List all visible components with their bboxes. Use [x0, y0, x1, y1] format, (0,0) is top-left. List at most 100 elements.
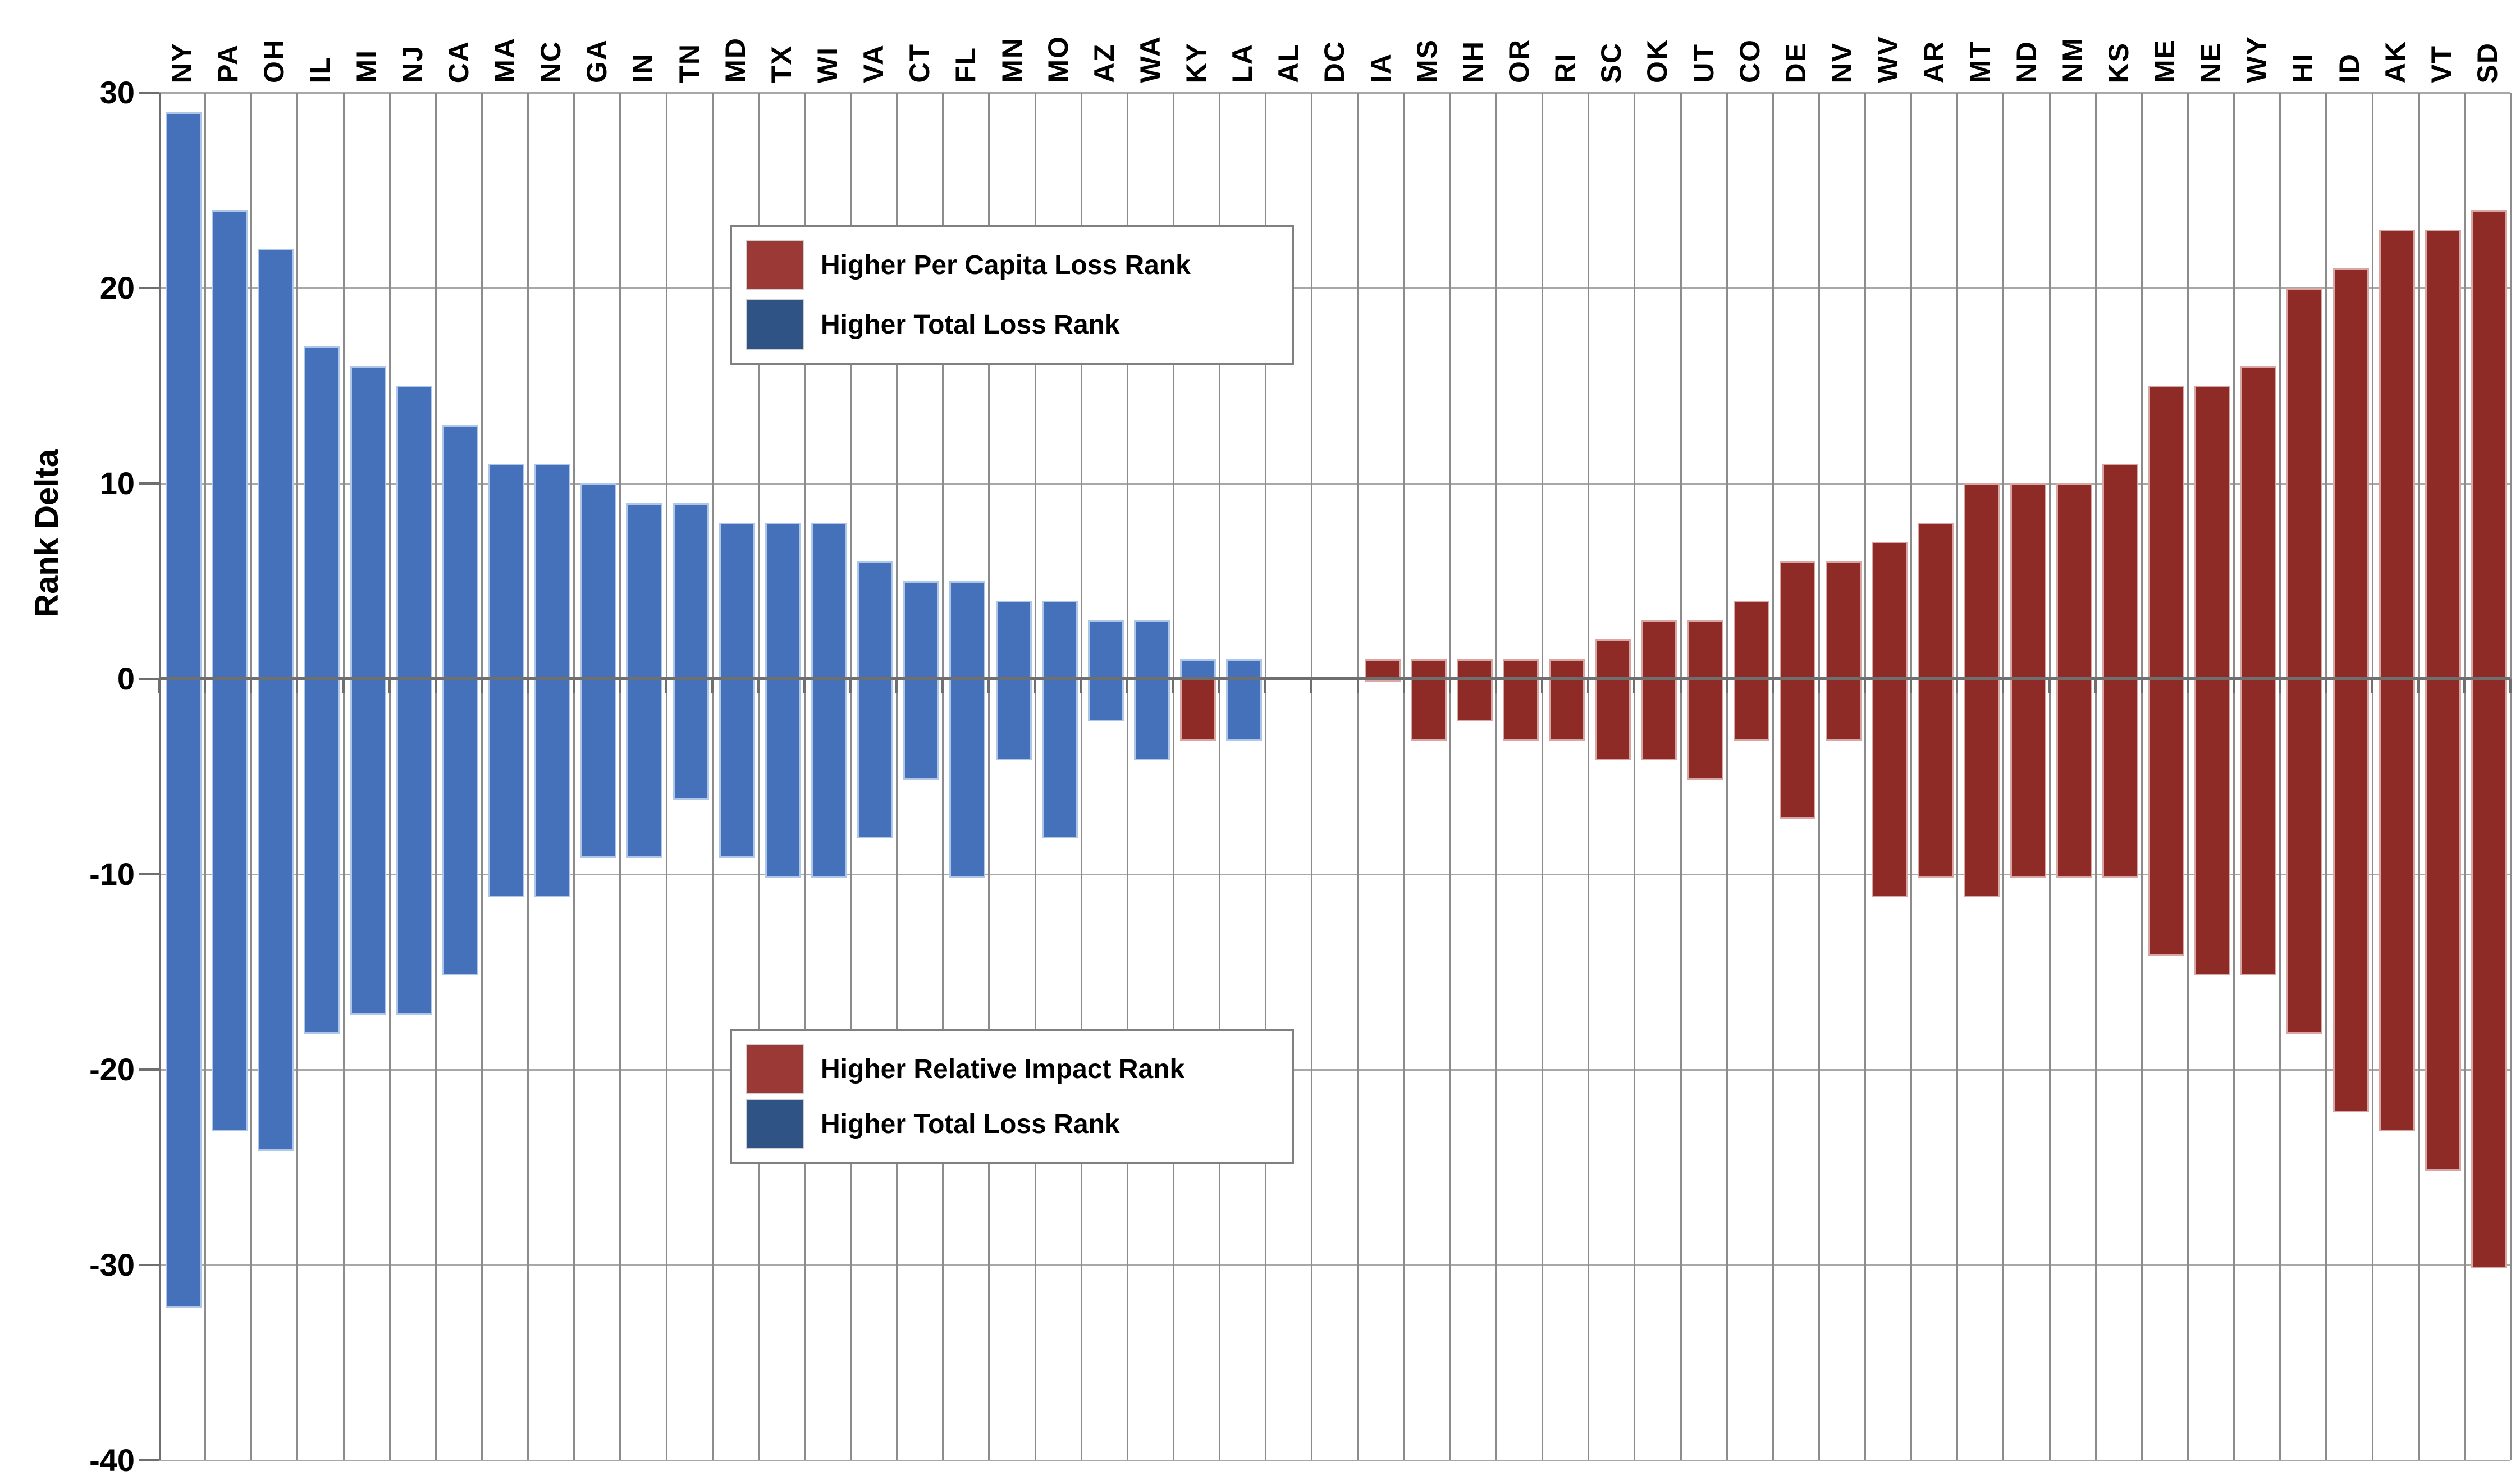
v-gridline [2048, 93, 2051, 1460]
x-axis-tick [2233, 679, 2235, 693]
ME-lower-bar [2148, 679, 2184, 956]
WY-upper-bar [2240, 366, 2277, 682]
MT-lower-bar [1964, 679, 2000, 897]
x-axis-tick [2509, 679, 2512, 693]
x-axis-tick [1310, 679, 1313, 693]
v-gridline [803, 93, 806, 1460]
AZ-lower-bar [1087, 679, 1124, 721]
KY-lower-bar [1180, 679, 1216, 741]
SC-upper-bar [1595, 639, 1631, 682]
x-category-label: CT [897, 0, 943, 83]
x-category-label: WA [1127, 0, 1173, 83]
y-tick-label: -30 [89, 1247, 135, 1282]
x-axis-tick [2279, 679, 2281, 693]
x-axis-tick [1910, 679, 1913, 693]
NC-upper-bar [534, 464, 571, 682]
NY-lower-bar [166, 679, 202, 1308]
VT-upper-bar [2425, 229, 2461, 682]
legend-item: Higher Total Loss Rank [746, 1097, 1278, 1152]
v-gridline [2094, 93, 2097, 1460]
x-category-label-text: AK [2379, 40, 2411, 83]
x-category-label-text: OK [1641, 39, 1673, 83]
x-axis-tick [2094, 679, 2097, 693]
x-category-label-text: TN [673, 43, 705, 83]
v-gridline [435, 93, 437, 1460]
x-axis-tick [1541, 679, 1544, 693]
x-axis-tick [1080, 679, 1082, 693]
x-category-label-text: OR [1503, 39, 1535, 83]
x-category-label: MD [712, 0, 758, 83]
v-gridline [388, 93, 391, 1460]
NH-lower-bar [1456, 679, 1493, 721]
v-gridline [1403, 93, 1405, 1460]
x-category-label-text: SC [1595, 42, 1627, 83]
h-gridline [159, 1460, 2510, 1461]
x-category-label: TN [666, 0, 712, 83]
IN-upper-bar [626, 503, 663, 682]
h-gridline [159, 92, 2510, 94]
WA-upper-bar [1133, 620, 1170, 682]
MT-upper-bar [1964, 483, 2000, 682]
MA-lower-bar [488, 679, 525, 897]
x-category-label: MO [1035, 0, 1081, 83]
y-axis-tick [139, 1459, 159, 1461]
x-category-label-text: DE [1780, 42, 1812, 83]
x-category-label-text: KS [2102, 42, 2134, 83]
y-tick-label: -40 [89, 1442, 135, 1478]
x-category-label-text: ME [2148, 39, 2180, 83]
NE-lower-bar [2194, 679, 2231, 975]
x-category-label-text: NM [2056, 37, 2088, 83]
v-gridline [942, 93, 944, 1460]
x-category-label-text: WA [1134, 35, 1166, 83]
v-gridline [1265, 93, 1267, 1460]
ID-upper-bar [2333, 268, 2369, 682]
IL-lower-bar [304, 679, 340, 1034]
WV-upper-bar [1872, 542, 1908, 682]
v-gridline [2371, 93, 2373, 1460]
x-category-label: KY [1173, 0, 1219, 83]
UT-upper-bar [1687, 620, 1723, 682]
MN-upper-bar [995, 600, 1032, 682]
x-category-label: GA [574, 0, 620, 83]
FL-upper-bar [949, 581, 986, 682]
AZ-upper-bar [1087, 620, 1124, 682]
v-gridline [1956, 93, 1959, 1460]
x-axis-tick [204, 679, 207, 693]
WV-lower-bar [1872, 679, 1908, 897]
x-axis-tick [1494, 679, 1497, 693]
x-category-label: IN [620, 0, 666, 83]
x-category-label-text: NE [2195, 42, 2227, 83]
v-gridline [481, 93, 483, 1460]
v-gridline [1495, 93, 1497, 1460]
x-category-label: AR [1911, 0, 1957, 83]
OK-lower-bar [1641, 679, 1677, 761]
ME-upper-bar [2148, 386, 2184, 682]
v-gridline [988, 93, 990, 1460]
x-category-label-text: NY [166, 42, 198, 83]
v-gridline [2002, 93, 2005, 1460]
v-gridline [1772, 93, 1774, 1460]
h-gridline [159, 1264, 2510, 1266]
x-category-label-text: TX [765, 45, 797, 83]
x-axis-tick [388, 679, 391, 693]
h-gridline [159, 483, 2510, 485]
MD-upper-bar [719, 522, 755, 682]
HI-upper-bar [2286, 288, 2323, 682]
ND-upper-bar [2010, 483, 2046, 682]
x-axis-tick [1402, 679, 1405, 693]
x-category-label: CO [1727, 0, 1773, 83]
x-axis-tick [711, 679, 714, 693]
NJ-upper-bar [396, 386, 432, 682]
MN-lower-bar [995, 679, 1032, 761]
MA-upper-bar [488, 464, 525, 682]
x-category-label: TX [758, 0, 804, 83]
x-axis-tick [1172, 679, 1175, 693]
v-gridline [1634, 93, 1636, 1460]
MO-upper-bar [1041, 600, 1078, 682]
x-category-label: ND [2003, 0, 2049, 83]
x-category-label: MT [1957, 0, 2003, 83]
v-gridline [1126, 93, 1128, 1460]
legend-label: Higher Per Capita Loss Rank [821, 250, 1191, 280]
CT-upper-bar [903, 581, 940, 682]
x-axis-tick [2463, 679, 2466, 693]
